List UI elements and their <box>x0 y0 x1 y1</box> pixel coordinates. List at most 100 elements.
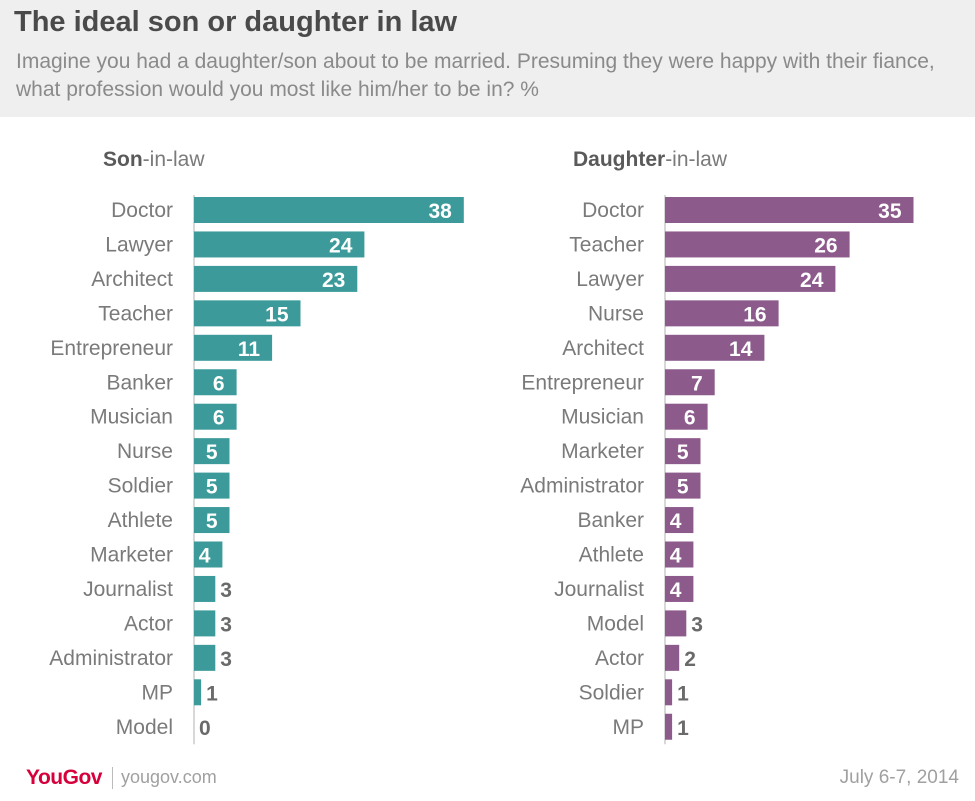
daughter-value-label: 5 <box>677 476 689 499</box>
son-category-label: Lawyer <box>105 233 173 256</box>
daughter-value-label: 3 <box>691 613 703 636</box>
son-value-label: 15 <box>265 303 289 326</box>
daughter-bar <box>665 610 687 637</box>
son-bar <box>194 438 230 465</box>
daughter-bar <box>665 541 694 568</box>
son-category-label: Actor <box>124 612 173 635</box>
son-bar <box>194 472 230 499</box>
daughter-value-label: 4 <box>670 579 682 602</box>
daughter-value-label: 4 <box>670 510 682 533</box>
chart-subtitle: Imagine you had a daughter/son about to … <box>16 50 935 101</box>
daughter-category-label: Soldier <box>579 681 644 704</box>
son-value-label: 3 <box>220 579 232 602</box>
daughter-value-label: 4 <box>670 545 682 568</box>
son-value-label: 38 <box>428 200 452 223</box>
son-bar <box>194 197 464 223</box>
son-category-label: Marketer <box>90 544 173 567</box>
son-bar <box>194 334 273 361</box>
son-value-label: 5 <box>206 510 218 533</box>
daughter-bar <box>665 575 694 602</box>
daughter-bar <box>665 369 715 396</box>
daughter-value-label: 7 <box>691 372 703 395</box>
son-bar <box>194 507 230 534</box>
son-category-label: Banker <box>106 371 173 394</box>
yougov-logo: YouGov <box>26 766 102 789</box>
daughter-panel-title-bold: Daughter <box>573 148 666 171</box>
son-bar <box>194 369 237 396</box>
son-category-label: Teacher <box>98 302 173 325</box>
daughter-bar <box>665 231 850 258</box>
header-band: The ideal son or daughter in law Imagine… <box>0 0 975 117</box>
footer-date: July 6-7, 2014 <box>839 767 959 788</box>
daughter-category-label: Musician <box>561 406 644 429</box>
footer-site: yougov.com <box>121 767 217 787</box>
son-bar <box>194 300 301 327</box>
son-value-label: 1 <box>206 682 218 705</box>
daughter-category-label: Journalist <box>554 578 644 601</box>
son-category-label: Doctor <box>111 199 173 222</box>
son-category-label: Athlete <box>108 509 173 532</box>
son-value-label: 23 <box>322 269 345 292</box>
son-value-label: 11 <box>238 338 261 361</box>
daughter-bar <box>665 507 694 534</box>
daughter-bar <box>665 403 708 430</box>
daughter-value-label: 6 <box>684 407 696 430</box>
daughter-bar <box>665 679 673 706</box>
son-category-label: Model <box>116 716 173 739</box>
son-value-label: 5 <box>206 441 218 464</box>
daughter-bar <box>665 265 836 292</box>
daughter-bar <box>665 334 765 361</box>
daughter-value-label: 26 <box>814 234 837 257</box>
daughter-bar <box>665 300 779 327</box>
daughter-value-label: 2 <box>684 648 696 671</box>
daughter-category-label: Doctor <box>582 199 644 222</box>
son-category-label: Nurse <box>117 440 173 463</box>
son-category-label: Musician <box>90 406 173 429</box>
son-category-label: Soldier <box>108 475 173 498</box>
son-category-label: Architect <box>91 268 173 291</box>
daughter-category-label: MP <box>613 716 645 739</box>
son-value-label: 3 <box>220 613 232 636</box>
son-value-label: 5 <box>206 476 218 499</box>
daughter-category-label: Entrepreneur <box>521 371 644 394</box>
son-category-label: Journalist <box>83 578 173 601</box>
daughter-value-label: 1 <box>677 682 689 705</box>
daughter-value-label: 5 <box>677 441 689 464</box>
daughter-panel-title-rest: -in-law <box>665 148 728 171</box>
son-value-label: 6 <box>213 407 225 430</box>
daughter-category-label: Banker <box>577 509 644 532</box>
son-bar <box>194 679 202 706</box>
son-panel-title: Son-in-law <box>103 148 205 172</box>
daughter-category-label: Architect <box>562 337 644 360</box>
daughter-category-label: Marketer <box>561 440 644 463</box>
son-bar <box>194 575 216 602</box>
daughter-bar <box>665 197 914 223</box>
daughter-value-label: 14 <box>729 338 753 361</box>
son-bar <box>194 265 358 292</box>
daughter-bar <box>665 713 673 740</box>
daughter-value-label: 24 <box>800 269 824 292</box>
son-category-label: Administrator <box>49 647 173 670</box>
daughter-category-label: Actor <box>595 647 644 670</box>
son-panel-title-bold: Son <box>103 148 143 171</box>
son-panel-title-rest: -in-law <box>142 148 205 171</box>
daughter-panel-title: Daughter-in-law <box>573 148 727 172</box>
daughter-value-label: 35 <box>878 200 902 223</box>
daughter-value-label: 16 <box>743 303 766 326</box>
chart-title: The ideal son or daughter in law <box>14 6 458 38</box>
daughter-category-label: Lawyer <box>576 268 644 291</box>
daughter-category-label: Teacher <box>569 233 644 256</box>
son-category-label: Entrepreneur <box>50 337 173 360</box>
son-value-label: 3 <box>220 648 232 671</box>
son-bar <box>194 610 216 637</box>
son-bar <box>194 403 237 430</box>
daughter-category-label: Nurse <box>588 302 644 325</box>
daughter-bar <box>665 472 701 499</box>
son-value-label: 4 <box>199 545 211 568</box>
daughter-category-label: Administrator <box>520 475 644 498</box>
daughter-bar <box>665 438 701 465</box>
footer-separator <box>112 767 113 789</box>
son-bar <box>194 231 365 258</box>
daughter-category-label: Model <box>587 612 644 635</box>
